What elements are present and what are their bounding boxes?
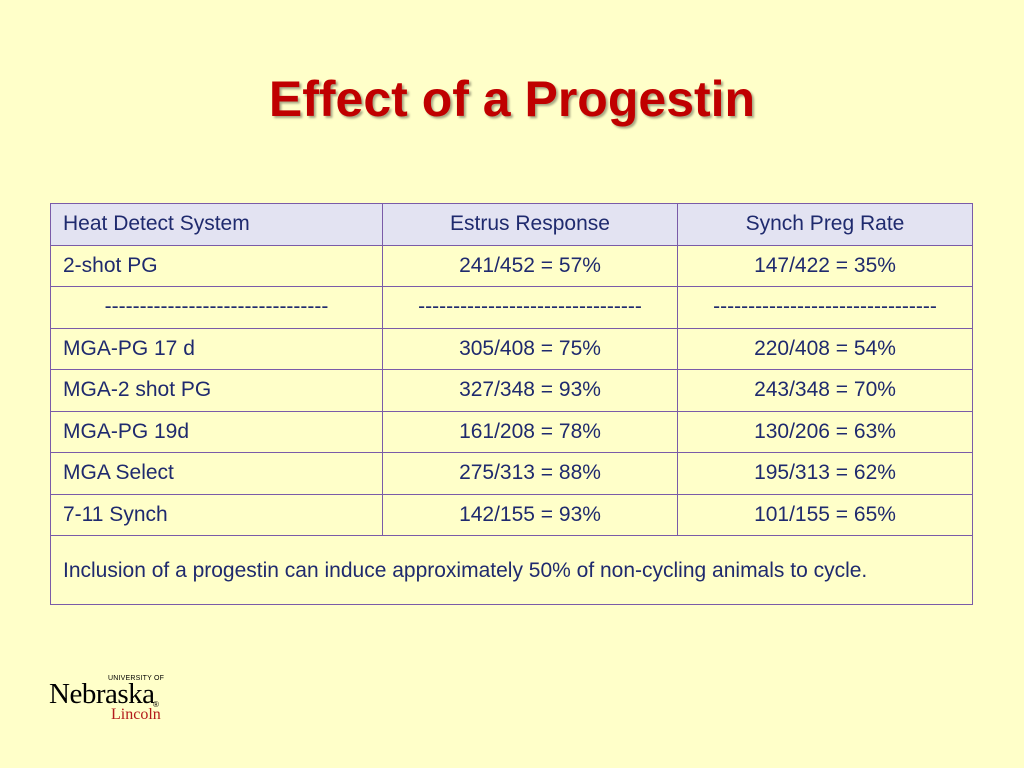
slide-title: Effect of a Progestin (268, 71, 756, 127)
table-row: MGA-PG 19d 161/208 = 78% 130/206 = 63% (50, 410, 973, 453)
cell-system: MGA-PG 17 d (50, 327, 383, 370)
logo-lincoln: Lincoln (111, 706, 161, 723)
table-row: MGA Select 275/313 = 88% 195/313 = 62% (50, 452, 973, 495)
cell-estrus: 142/155 = 93% (382, 493, 678, 536)
cell-system: 2-shot PG (50, 244, 383, 287)
cell-preg-rate: 147/422 = 35% (677, 244, 973, 287)
cell-estrus: 241/452 = 57% (382, 244, 678, 287)
cell-system: MGA-PG 19d (50, 410, 383, 453)
university-logo: UNIVERSITY OF Nebraska ® Lincoln (49, 675, 169, 725)
table-row: MGA-PG 17 d 305/408 = 75% 220/408 = 54% (50, 327, 973, 370)
cell-estrus: 275/313 = 88% (382, 452, 678, 495)
header-synch-preg-rate: Synch Preg Rate (677, 203, 973, 246)
cell-preg-rate: 220/408 = 54% (677, 327, 973, 370)
cell-preg-rate: 243/348 = 70% (677, 369, 973, 412)
cell-system: MGA-2 shot PG (50, 369, 383, 412)
header-heat-detect-system: Heat Detect System (50, 203, 383, 246)
cell-estrus: 327/348 = 93% (382, 369, 678, 412)
cell-preg-rate: 101/155 = 65% (677, 493, 973, 536)
table-note-row: Inclusion of a progestin can induce appr… (50, 535, 973, 605)
progestin-table: Heat Detect System Estrus Response Synch… (50, 203, 973, 605)
table-row: 7-11 Synch 142/155 = 93% 101/155 = 65% (50, 493, 973, 536)
table-row: 2-shot PG 241/452 = 57% 147/422 = 35% (50, 244, 973, 287)
table-header-row: Heat Detect System Estrus Response Synch… (50, 203, 973, 246)
cell-system: MGA Select (50, 452, 383, 495)
header-estrus-response: Estrus Response (382, 203, 678, 246)
cell-preg-rate: 195/313 = 62% (677, 452, 973, 495)
table-row-divider: -------------------------------- -------… (50, 286, 973, 329)
cell-preg-rate: 130/206 = 63% (677, 410, 973, 453)
cell-system: 7-11 Synch (50, 493, 383, 536)
cell-divider: -------------------------------- (50, 286, 383, 329)
cell-divider: -------------------------------- (382, 286, 678, 329)
table-row: MGA-2 shot PG 327/348 = 93% 243/348 = 70… (50, 369, 973, 412)
logo-registered-mark: ® (153, 700, 159, 709)
cell-divider: -------------------------------- (677, 286, 973, 329)
logo-university-of: UNIVERSITY OF (108, 675, 165, 682)
logo-nebraska: Nebraska (49, 678, 155, 710)
table-note: Inclusion of a progestin can induce appr… (50, 535, 973, 605)
cell-estrus: 161/208 = 78% (382, 410, 678, 453)
cell-estrus: 305/408 = 75% (382, 327, 678, 370)
